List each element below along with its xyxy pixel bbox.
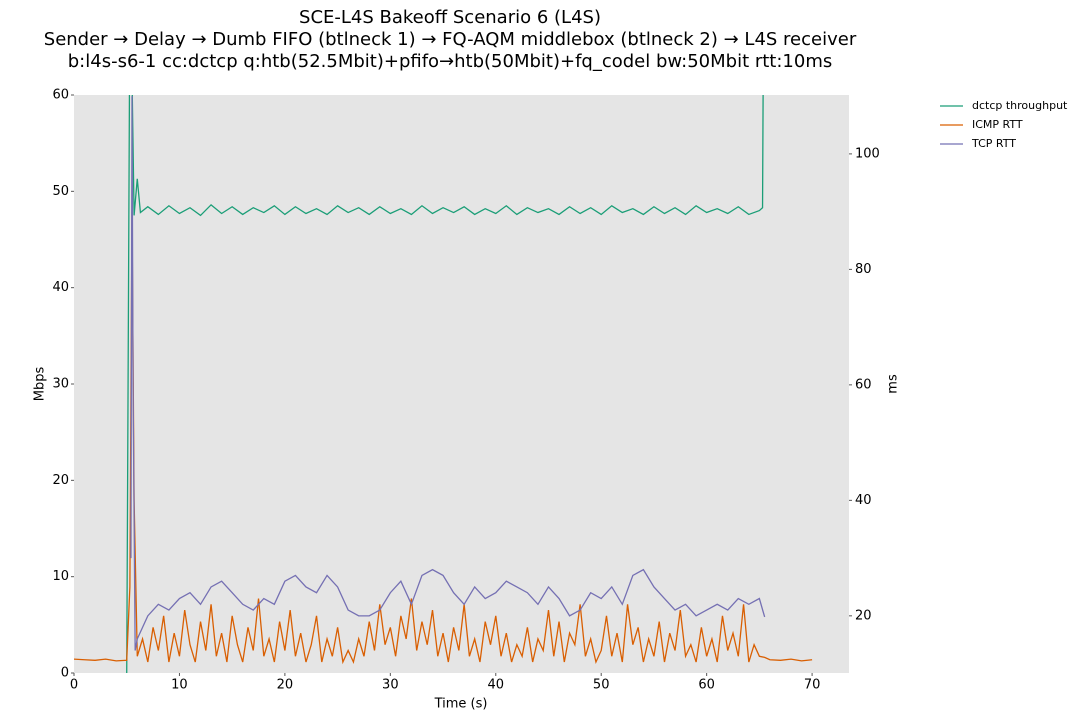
y2-tick-label: 20 — [855, 608, 872, 623]
legend-label: TCP RTT — [971, 137, 1016, 150]
series-line — [126, 95, 764, 673]
y2-tick-label: 40 — [855, 493, 872, 508]
y-tick-label: 40 — [52, 280, 69, 295]
legend-label: dctcp throughput — [972, 99, 1068, 112]
chart-subtitle: Sender → Delay → Dumb FIFO (btlneck 1) →… — [44, 29, 857, 50]
x-axis-label: Time (s) — [434, 697, 488, 712]
chart-subtitle: b:l4s-s6-1 cc:dctcp q:htb(52.5Mbit)+pfif… — [68, 51, 833, 72]
x-tick-label: 0 — [70, 678, 78, 693]
y2-tick-label: 80 — [855, 262, 872, 277]
y2-tick-label: 60 — [855, 377, 872, 392]
x-tick-label: 60 — [698, 678, 715, 693]
series-line — [130, 96, 766, 651]
y2-axis-label: ms — [886, 374, 901, 394]
y-axis-label: Mbps — [33, 367, 48, 402]
y-tick-label: 10 — [52, 569, 69, 584]
legend-label: ICMP RTT — [972, 118, 1023, 131]
y-tick-label: 30 — [52, 377, 69, 392]
x-tick-label: 30 — [382, 678, 399, 693]
x-tick-label: 10 — [171, 678, 188, 693]
y-tick-label: 0 — [61, 666, 69, 681]
y-tick-label: 20 — [52, 473, 69, 488]
x-tick-label: 50 — [593, 678, 610, 693]
x-tick-label: 40 — [487, 678, 504, 693]
y2-tick-label: 100 — [855, 146, 880, 161]
x-tick-label: 70 — [804, 678, 821, 693]
y-tick-label: 50 — [52, 184, 69, 199]
x-tick-label: 20 — [277, 678, 294, 693]
series-line — [74, 211, 813, 665]
plot-area — [74, 95, 849, 673]
y-tick-label: 60 — [52, 88, 69, 103]
chart-title: SCE-L4S Bakeoff Scenario 6 (L4S) — [299, 7, 601, 28]
